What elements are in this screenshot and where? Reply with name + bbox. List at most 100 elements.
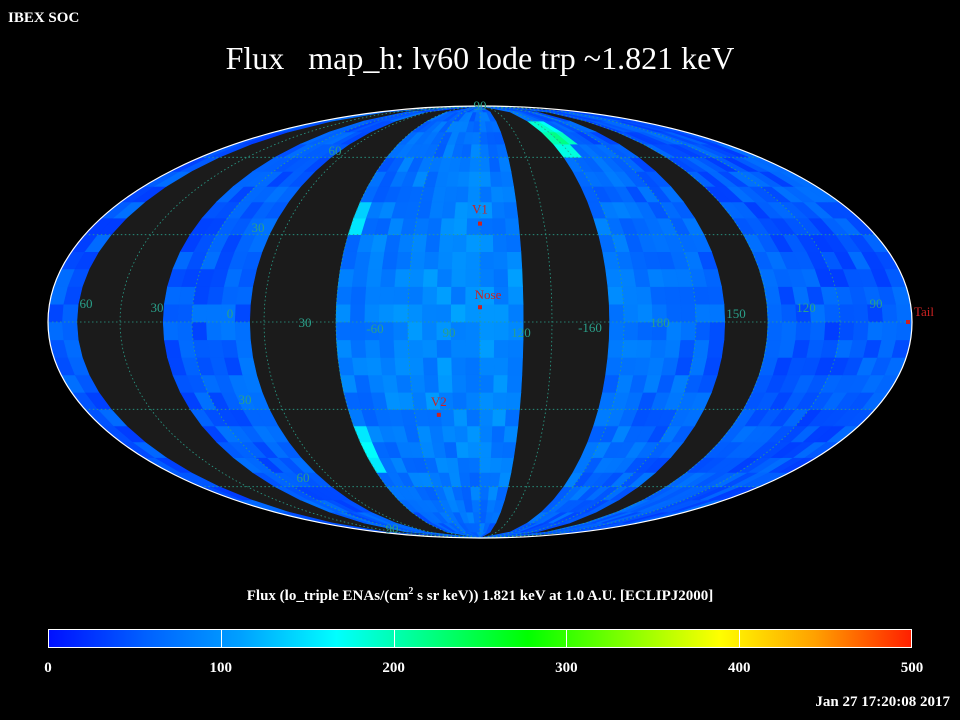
flux-pixel — [422, 339, 438, 358]
flux-pixel — [479, 357, 495, 376]
flux-pixel — [426, 217, 443, 235]
flux-pixel — [502, 441, 517, 458]
flux-pixel — [429, 201, 445, 219]
flux-pixel — [479, 143, 490, 158]
flux-pixel — [781, 321, 798, 341]
flux-pixel — [234, 303, 251, 323]
flux-pixel — [206, 303, 223, 323]
grid-label: 180 — [650, 315, 670, 330]
flux-pixel — [453, 217, 468, 235]
flux-pixel — [440, 217, 456, 235]
flux-pixel — [471, 131, 481, 145]
flux-pixel — [423, 251, 440, 270]
longitude-line — [479, 105, 553, 539]
flux-pixel — [381, 374, 399, 393]
grid-labels: 60 30 90 30 60 90 60 30 0 30 -60 90 120 -160 180 150 120… — [80, 98, 883, 536]
flux-pixel — [506, 251, 523, 270]
flux-pixel — [465, 321, 481, 341]
flux-pixel — [635, 286, 653, 305]
flux-pixel — [422, 321, 438, 341]
flux-pixel — [438, 234, 455, 252]
flux-pixel — [895, 321, 912, 341]
flux-pixel — [493, 339, 510, 358]
flux-pixel — [455, 186, 470, 203]
flux-pixel — [507, 357, 523, 376]
marker-v2 — [436, 412, 441, 417]
flux-pixel — [623, 303, 639, 323]
flux-pixel — [489, 171, 503, 187]
colorbar-tick-line — [221, 630, 223, 647]
flux-pixel — [454, 201, 469, 219]
flux-pixel — [234, 321, 251, 341]
flux-pixel — [694, 303, 711, 323]
grid-label: -160 — [578, 320, 602, 335]
flux-pixel — [678, 339, 696, 358]
flux-pixel — [397, 234, 415, 252]
flux-pixel — [466, 217, 481, 235]
flux-pixel — [411, 391, 428, 410]
flux-pixel — [422, 303, 438, 323]
flux-pixel — [607, 339, 624, 358]
flux-pixel — [423, 374, 440, 393]
grid-label: 90 — [474, 98, 487, 113]
flux-pixel — [500, 171, 514, 187]
flux-pixel — [443, 441, 458, 458]
flux-pixel — [881, 321, 898, 341]
flux-pixel — [809, 321, 826, 341]
flux-pixel — [379, 286, 396, 305]
flux-pixel — [206, 286, 225, 305]
flux-pixel — [709, 303, 726, 323]
grid-label: 90 — [443, 325, 456, 340]
flux-pixel — [479, 486, 490, 501]
flux-pixel — [62, 303, 79, 323]
flux-pixel — [479, 339, 495, 358]
flux-pixel — [409, 251, 426, 270]
flux-pixel — [162, 303, 179, 323]
flux-pixel — [493, 374, 509, 393]
flux-pixel — [455, 441, 470, 458]
flux-pixel — [393, 303, 409, 323]
flux-pixel — [466, 234, 481, 252]
flux-pixel — [436, 339, 452, 358]
grid-label: 90 — [870, 296, 883, 311]
flux-pixel — [364, 286, 381, 305]
flux-pixel — [479, 106, 492, 113]
flux-pixel — [494, 303, 510, 323]
flux-pixel — [206, 339, 225, 358]
flux-pixel — [491, 425, 506, 443]
flux-pixel — [479, 186, 493, 203]
flux-pixel — [506, 374, 523, 393]
flux-pixel — [458, 157, 472, 172]
flux-pixel — [504, 408, 520, 427]
flux-pixel — [364, 303, 380, 323]
flux-pixel — [467, 441, 481, 458]
flux-pixel — [605, 268, 623, 287]
flux-pixel — [177, 321, 194, 341]
colorbar-tick-label: 200 — [382, 660, 405, 676]
flux-pixel — [664, 286, 682, 305]
flux-pixel — [500, 457, 514, 473]
flux-pixel — [468, 171, 481, 187]
flux-pixel — [394, 268, 411, 287]
flux-pixel — [426, 408, 443, 427]
flux-pixel — [493, 251, 509, 270]
flux-pixel — [422, 357, 439, 376]
flux-pixel — [608, 303, 625, 323]
flux-pixel — [493, 268, 509, 287]
grid-label: 60 — [80, 296, 93, 311]
flux-pixel — [422, 286, 438, 305]
flux-pixel — [367, 251, 386, 270]
flux-pixel — [465, 268, 481, 287]
grid-label: 60 — [297, 470, 310, 485]
flux-pixel — [824, 321, 841, 341]
longitude-line — [479, 105, 841, 539]
flux-pixel — [350, 286, 367, 305]
flux-pixel — [508, 339, 524, 358]
flux-pixel — [479, 157, 491, 172]
flux-pixel — [492, 234, 508, 252]
flux-pixel — [408, 357, 425, 376]
flux-pixel — [453, 408, 468, 427]
colorbar-tick-label: 0 — [44, 660, 52, 676]
flux-pixel — [503, 425, 519, 443]
